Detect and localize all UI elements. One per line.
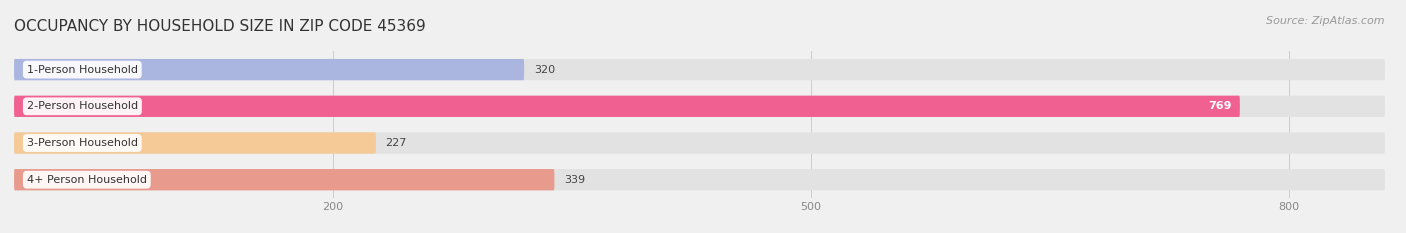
FancyBboxPatch shape (14, 59, 1385, 80)
Text: 769: 769 (1208, 101, 1232, 111)
Text: 320: 320 (534, 65, 555, 75)
FancyBboxPatch shape (14, 169, 1385, 190)
Text: OCCUPANCY BY HOUSEHOLD SIZE IN ZIP CODE 45369: OCCUPANCY BY HOUSEHOLD SIZE IN ZIP CODE … (14, 19, 426, 34)
FancyBboxPatch shape (14, 59, 524, 80)
Text: Source: ZipAtlas.com: Source: ZipAtlas.com (1267, 16, 1385, 26)
Text: 4+ Person Household: 4+ Person Household (27, 175, 146, 185)
FancyBboxPatch shape (14, 132, 375, 154)
Text: 1-Person Household: 1-Person Household (27, 65, 138, 75)
Text: 227: 227 (385, 138, 406, 148)
Text: 2-Person Household: 2-Person Household (27, 101, 138, 111)
FancyBboxPatch shape (14, 169, 554, 190)
Text: 339: 339 (564, 175, 585, 185)
FancyBboxPatch shape (14, 132, 1385, 154)
FancyBboxPatch shape (14, 96, 1240, 117)
FancyBboxPatch shape (14, 96, 1385, 117)
Text: 3-Person Household: 3-Person Household (27, 138, 138, 148)
